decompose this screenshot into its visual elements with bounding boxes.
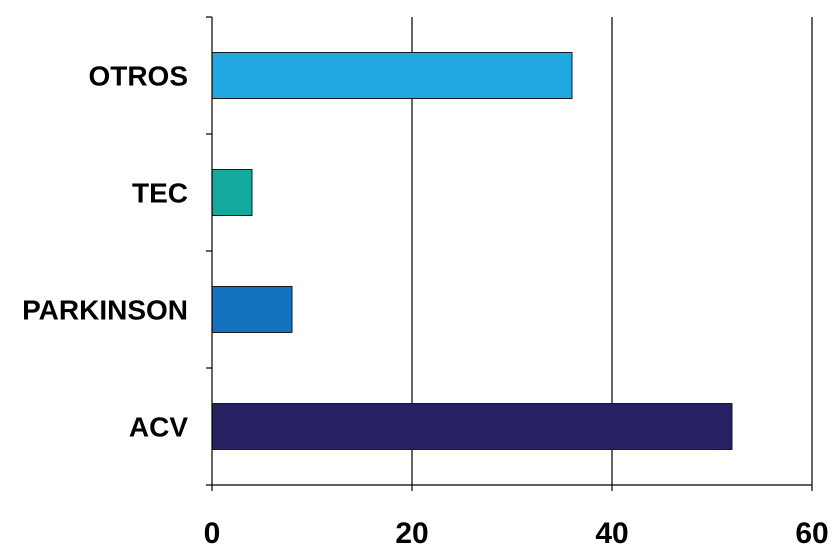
bars	[211, 52, 733, 450]
x-tick-labels: 0 20 40 60	[204, 517, 829, 547]
x-tick-label-0: 0	[204, 517, 221, 547]
category-label-acv: ACV	[129, 412, 188, 443]
category-label-parkinson: PARKINSON	[22, 295, 188, 326]
bar-otros	[211, 52, 573, 99]
x-tick-label-60: 60	[795, 517, 828, 547]
bar-tec	[211, 169, 253, 216]
category-label-tec: TEC	[132, 178, 188, 209]
bar-acv	[211, 403, 733, 450]
axes	[206, 16, 813, 491]
x-tick-label-20: 20	[395, 517, 428, 547]
x-tick-label-40: 40	[595, 517, 628, 547]
category-labels: ACV PARKINSON TEC OTROS	[22, 61, 188, 443]
category-label-otros: OTROS	[88, 61, 188, 92]
bar-parkinson	[211, 286, 293, 333]
